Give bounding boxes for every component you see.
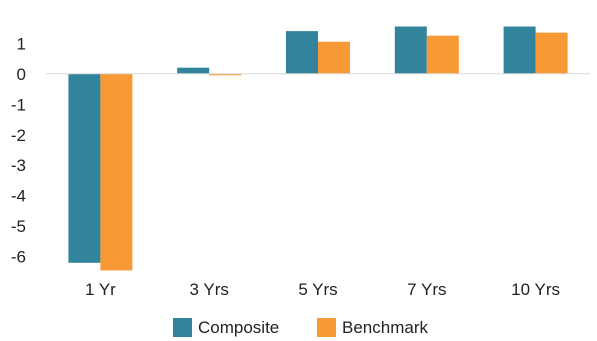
legend-label-composite: Composite xyxy=(198,318,279,337)
y-axis: 1 0 -1 -2 -3 -4 -5 -6 xyxy=(11,34,26,266)
bar-benchmark-3-yrs xyxy=(209,73,242,76)
x-category-label: 7 Yrs xyxy=(407,280,446,299)
legend-swatch-composite xyxy=(173,318,192,337)
y-tick-label: -2 xyxy=(11,126,26,145)
legend: Composite Benchmark xyxy=(173,318,428,337)
bar-composite-5-yrs xyxy=(286,31,318,74)
y-tick-label: -3 xyxy=(11,156,26,175)
bar-benchmark-7-yrs xyxy=(426,35,459,74)
x-category-label: 3 Yrs xyxy=(190,280,229,299)
bar-benchmark-10-yrs xyxy=(535,32,568,74)
legend-label-benchmark: Benchmark xyxy=(342,318,428,337)
bar-benchmark-1-yr xyxy=(100,73,133,271)
bar-composite-7-yrs xyxy=(394,26,427,74)
bar-benchmark-5-yrs xyxy=(318,41,350,74)
y-tick-label: -1 xyxy=(11,95,26,114)
x-category-label: 5 Yrs xyxy=(298,280,337,299)
y-tick-label: -6 xyxy=(11,248,26,267)
y-tick-label: -4 xyxy=(11,187,26,206)
y-tick-label: 1 xyxy=(17,34,26,53)
bar-composite-1-yr xyxy=(68,73,101,263)
bar-composite-10-yrs xyxy=(503,26,536,74)
bar-composite-3-yrs xyxy=(177,67,210,74)
x-axis: 1 Yr 3 Yrs 5 Yrs 7 Yrs 10 Yrs xyxy=(85,280,560,299)
y-tick-label: -5 xyxy=(11,217,26,236)
y-tick-label: 0 xyxy=(17,65,26,84)
bars xyxy=(68,26,568,271)
x-category-label: 1 Yr xyxy=(85,280,116,299)
legend-swatch-benchmark xyxy=(317,318,336,337)
x-category-label: 10 Yrs xyxy=(511,280,560,299)
